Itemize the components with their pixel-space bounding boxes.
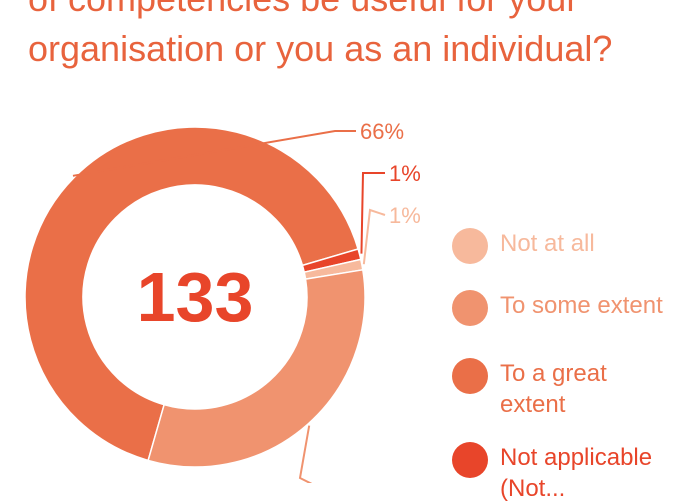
legend-item-to-a-great-extent: To a great extent [452, 358, 694, 420]
donut-slices [24, 126, 366, 468]
legend-label-line: Not applicable [500, 444, 653, 471]
leader-line [298, 425, 313, 483]
legend-item-to-some-extent: To some extent [452, 290, 694, 326]
legend-swatch-to-a-great-extent [452, 358, 488, 394]
legend-label-not-at-all: Not at all [500, 228, 694, 259]
slice-labels: 66% 1% 1% 32% [334, 119, 421, 483]
donut-slice-to-some-extent [147, 268, 366, 468]
slice-leader-lines [72, 130, 386, 483]
chart-title: of competencies be useful for your organ… [28, 0, 688, 74]
legend-label-not-applicable: Not applicable (Not... [500, 442, 694, 504]
leader-line [362, 208, 386, 265]
legend-label-line: To some extent [500, 292, 663, 319]
legend-label-line: (Not... [500, 475, 566, 502]
chart-title-line-1: of competencies be useful for your [28, 0, 688, 24]
slice-value-label: 1% [389, 203, 421, 228]
legend-item-not-applicable: Not applicable (Not... [452, 442, 694, 504]
legend-item-not-at-all: Not at all [452, 228, 694, 264]
legend-swatch-not-applicable [452, 442, 488, 478]
legend-swatch-not-at-all [452, 228, 488, 264]
leader-line [72, 130, 356, 177]
center-total-label: 133 [137, 258, 254, 336]
legend-label-line: extent [500, 391, 566, 418]
chart-title-line-2: organisation or you as an individual? [28, 28, 613, 69]
slice-value-label: 66% [360, 119, 404, 144]
legend-swatch-to-some-extent [452, 290, 488, 326]
legend-label-to-a-great-extent: To a great extent [500, 358, 694, 420]
donut-chart: 66% 1% 1% 32% 133 [24, 119, 421, 483]
leader-line [360, 172, 385, 254]
legend-label-to-some-extent: To some extent [500, 290, 694, 321]
legend-label-line: To a great [500, 360, 607, 387]
donut-slice-to-a-great-extent [24, 126, 360, 462]
slice-value-label: 32% [334, 481, 378, 483]
legend-label-line: Not at all [500, 230, 595, 257]
slice-value-label: 1% [389, 161, 421, 186]
